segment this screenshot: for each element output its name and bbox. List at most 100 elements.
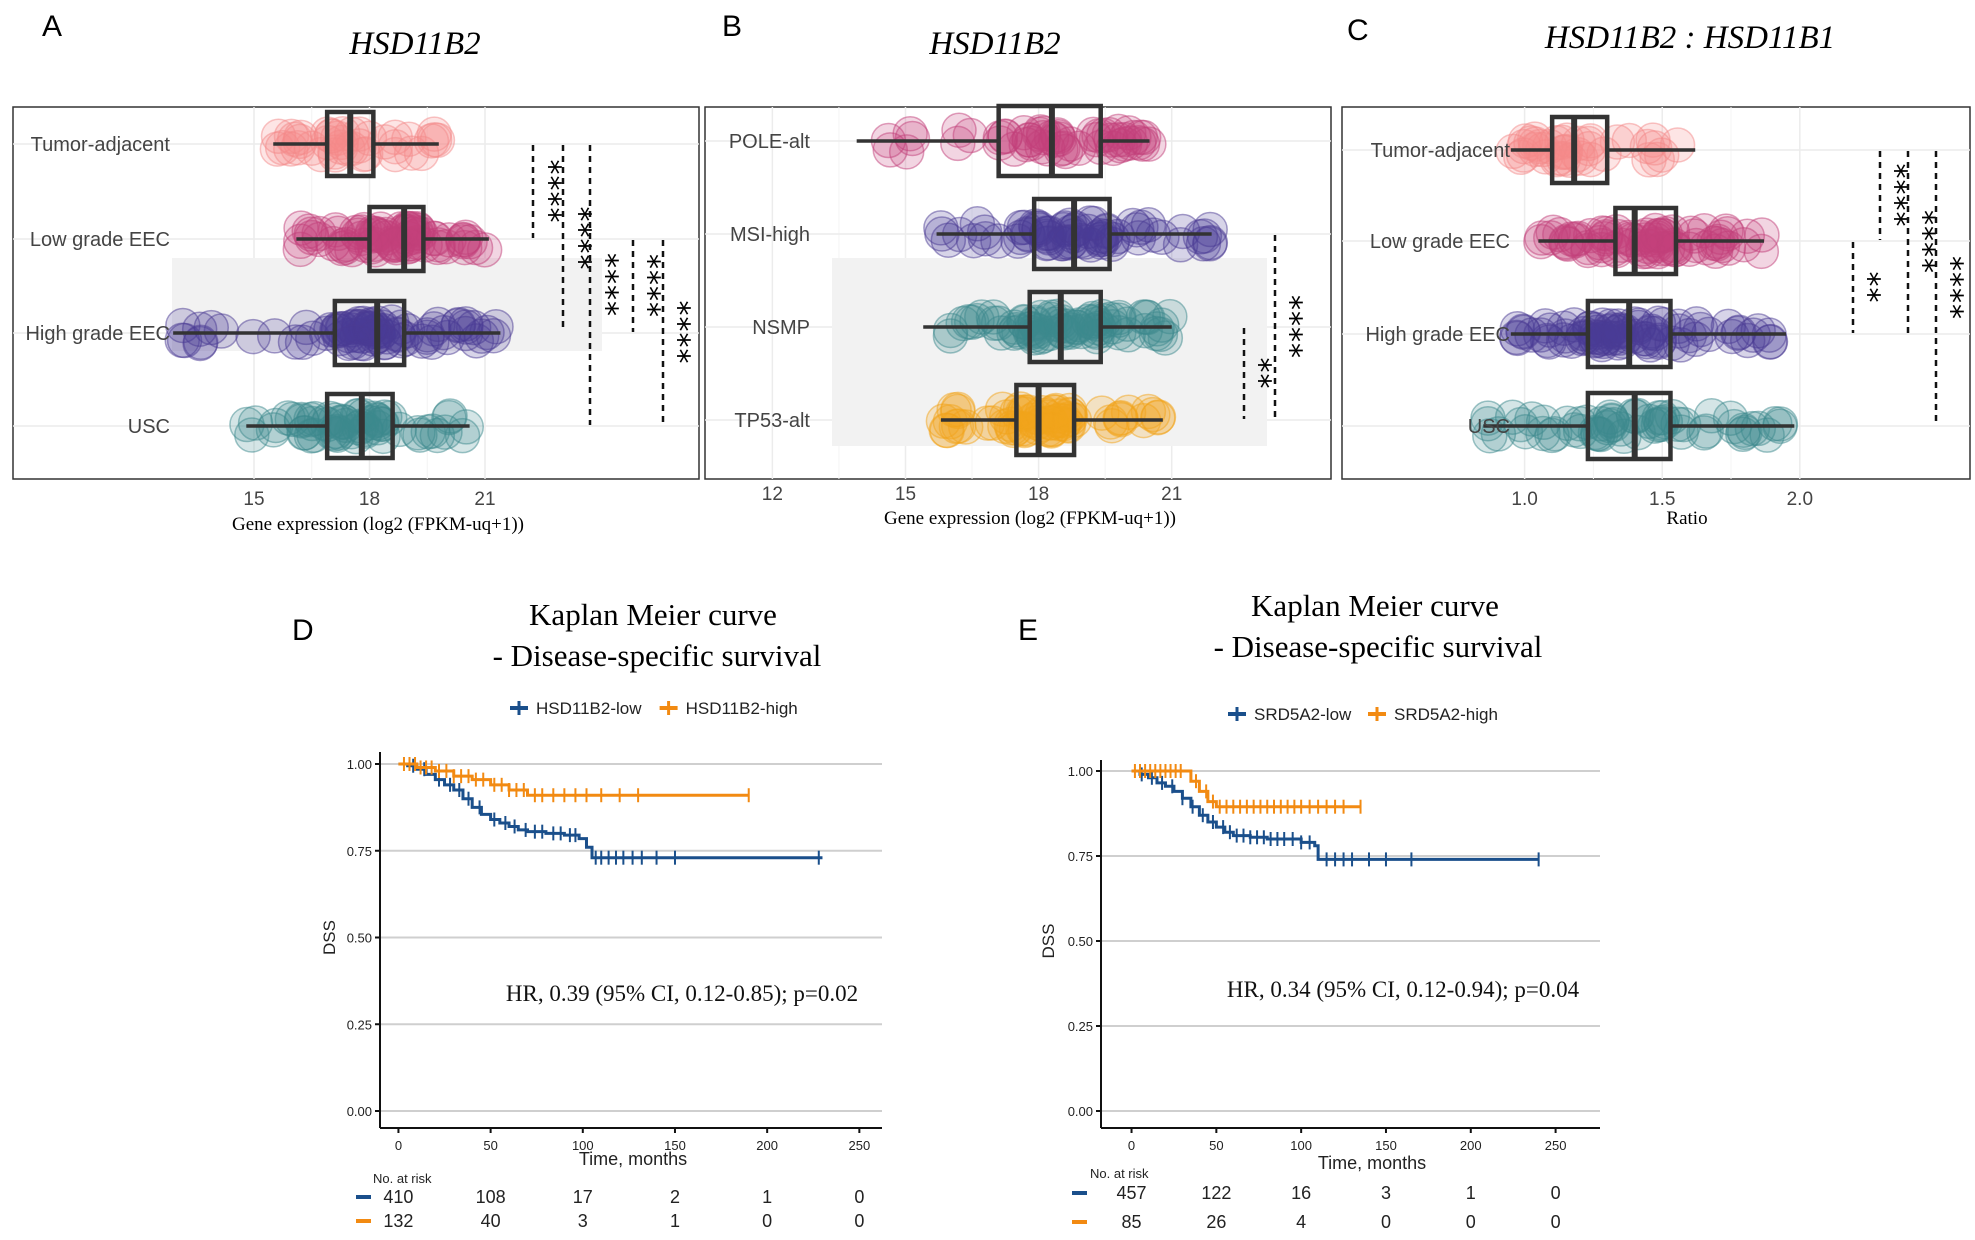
x-tick-label: 18 [359, 489, 380, 510]
risk-count: 2 [670, 1187, 680, 1207]
data-point [1051, 225, 1088, 261]
iqr-box [1014, 382, 1077, 458]
data-point [420, 306, 456, 343]
data-point [203, 313, 240, 349]
y-tick-label: 0.75 [347, 844, 372, 859]
panel-d: Kaplan Meier curve - Disease-specific su… [320, 597, 882, 1231]
data-point [1620, 414, 1656, 451]
data-point [1729, 218, 1766, 255]
legend-label: SRD5A2-high [1394, 705, 1498, 724]
data-point [391, 121, 427, 157]
data-point [1470, 405, 1506, 442]
category-label: Tumor-adjacent [31, 134, 171, 156]
panel-a-xaxis-label: Gene expression (log2 (FPKM-uq+1)) [232, 514, 524, 535]
data-point [1588, 319, 1625, 355]
data-point [391, 228, 428, 264]
iqr-box [332, 298, 407, 368]
risk-count: 85 [1122, 1212, 1142, 1232]
category-label: High grade EEC [1365, 324, 1510, 346]
x-tick-label: 200 [1460, 1138, 1482, 1153]
data-point [1553, 221, 1590, 257]
significance-stars: **** [1934, 256, 1969, 320]
survival-curve [1131, 769, 1361, 809]
category-label: USC [128, 416, 170, 438]
risk-count: 0 [854, 1187, 864, 1207]
data-point [1641, 322, 1678, 359]
panel-letter-c: C [1347, 14, 1369, 47]
x-tick-label: 50 [483, 1138, 497, 1153]
risk-count: 0 [1551, 1212, 1561, 1232]
iqr-box [1027, 289, 1103, 365]
data-point [313, 117, 350, 154]
hazard-ratio-annotation: HR, 0.39 (95% CI, 0.12-0.85); p=0.02 [506, 981, 858, 1006]
legend-label: HSD11B2-low [536, 699, 642, 718]
significance-stars: **** [589, 253, 624, 317]
legend-label: SRD5A2-low [1254, 705, 1352, 724]
data-point [1165, 213, 1201, 250]
panel-c: HSD11B2 : HSD11B1 Tumor-adjacent Low grad… [1341, 20, 1971, 529]
panel-d-title-line2: - Disease-specific survival [493, 638, 822, 673]
data-point [923, 210, 959, 246]
x-tick-label: 50 [1209, 1138, 1223, 1153]
survival-curve [1131, 769, 1539, 861]
data-point [1644, 217, 1681, 254]
data-point [1147, 320, 1184, 356]
data-point [347, 227, 383, 263]
x-tick-label: 2.0 [1787, 489, 1813, 510]
y-tick-label: 0.50 [1068, 934, 1093, 949]
risk-count: 0 [1466, 1212, 1476, 1232]
risk-table-title: No. at risk [1090, 1166, 1149, 1181]
x-tick-label: 250 [1545, 1138, 1567, 1153]
data-point [419, 122, 456, 159]
panel-a-title: HSD11B2 [348, 26, 480, 62]
significance-stars: **** [1878, 164, 1913, 228]
x-tick-label: 21 [474, 489, 495, 510]
data-point [1037, 122, 1074, 158]
x-axis-label: Time, months [579, 1149, 687, 1169]
panel-b-title: HSD11B2 [928, 26, 1060, 62]
risk-count: 0 [854, 1211, 864, 1231]
risk-count: 3 [1381, 1183, 1391, 1203]
significance-stars: **** [532, 160, 567, 224]
x-tick-label: 0 [395, 1138, 402, 1153]
data-point [409, 317, 446, 353]
panel-c-xaxis-label: Ratio [1666, 508, 1707, 529]
data-point [335, 324, 371, 360]
y-tick-label: 1.00 [1068, 764, 1093, 779]
category-label: NSMP [752, 317, 810, 339]
data-point [1135, 396, 1171, 433]
risk-count: 122 [1201, 1183, 1231, 1203]
x-tick-label: 250 [848, 1138, 870, 1153]
x-tick-label: 15 [895, 484, 916, 505]
panel-a: HSD11B2 Tumor-adjacent Low grade EEC High … [12, 26, 700, 535]
x-tick-label: 21 [1161, 484, 1182, 505]
y-tick-label: 0.25 [1068, 1019, 1093, 1034]
x-tick-label: 100 [1290, 1138, 1312, 1153]
category-label: POLE-alt [729, 131, 811, 153]
category-label: Tumor-adjacent [1371, 140, 1511, 162]
data-point [235, 318, 271, 355]
data-point [980, 223, 1016, 259]
y-tick-label: 0.50 [347, 931, 372, 946]
panel-d-plot: HSD11B2-low HSD11B2-high 0.00 0.25 0.50 0.75 1… [320, 699, 882, 1231]
data-point [1499, 320, 1536, 357]
data-point [273, 118, 310, 155]
y-tick-label: 0.00 [1068, 1104, 1093, 1119]
data-point [427, 414, 463, 450]
data-point [1734, 410, 1771, 447]
risk-count: 1 [762, 1187, 772, 1207]
iqr-box [1585, 390, 1673, 462]
data-point [952, 117, 989, 154]
category-label: Low grade EEC [30, 229, 170, 251]
data-point [928, 412, 965, 449]
data-point [256, 318, 293, 354]
panel-c-title: HSD11B2 : HSD11B1 [1544, 20, 1835, 56]
data-point [1140, 399, 1176, 436]
category-label: MSI-high [730, 224, 810, 246]
x-tick-label: 15 [243, 489, 264, 510]
data-point [303, 136, 339, 173]
risk-count: 4 [1296, 1212, 1306, 1232]
data-point [1729, 322, 1766, 359]
data-point [1678, 227, 1714, 264]
x-tick-label: 150 [664, 1138, 686, 1153]
